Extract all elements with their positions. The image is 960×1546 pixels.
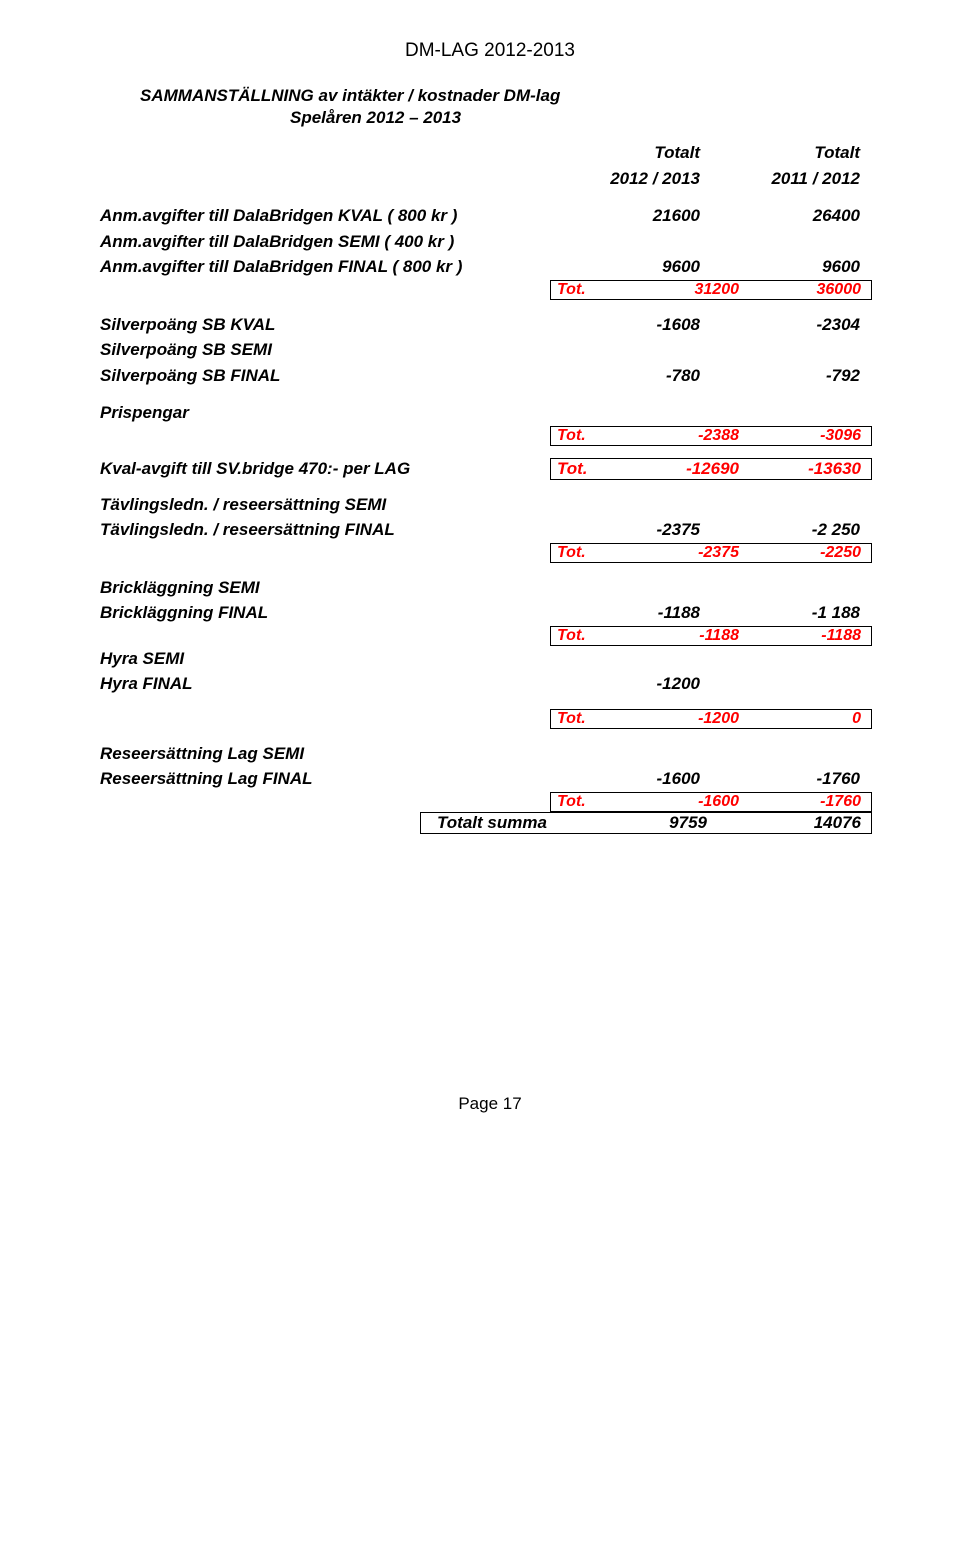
anm-final-row: Anm.avgifter till DalaBridgen FINAL ( 80… — [100, 254, 880, 280]
anm-semi-row: Anm.avgifter till DalaBridgen SEMI ( 400… — [100, 229, 880, 255]
silver-kval-v2: -2304 — [710, 312, 870, 338]
anm-kval-v1: 21600 — [550, 203, 710, 229]
silver-semi-row: Silverpoäng SB SEMI — [100, 337, 880, 363]
hyra-final-row: Hyra FINAL -1200 — [100, 671, 880, 697]
anm-tot-box: Tot. 31200 36000 — [550, 280, 872, 300]
brick-semi-row: Brickläggning SEMI — [100, 575, 880, 601]
anm-kval-row: Anm.avgifter till DalaBridgen KVAL ( 800… — [100, 203, 880, 229]
brick-tot-box: Tot. -1188 -1188 — [550, 626, 872, 646]
prispengar-tot-box: Tot. -2388 -3096 — [550, 426, 872, 446]
rese-tot-box: Tot. -1600 -1760 — [550, 792, 872, 812]
tavling-final-v1: -2375 — [550, 517, 710, 543]
anm-final-label: Anm.avgifter till DalaBridgen FINAL ( 80… — [100, 254, 550, 280]
kvalavgift-tot-label: Tot. — [551, 459, 627, 479]
brick-final-v1: -1188 — [550, 600, 710, 626]
prispengar-tot-label: Tot. — [551, 427, 627, 445]
hyra-tot-label: Tot. — [551, 710, 627, 728]
column-headers-1: Totalt Totalt — [100, 140, 880, 166]
tavling-tot-v2: -2250 — [749, 544, 871, 562]
prispengar-label: Prispengar — [100, 400, 550, 426]
tavling-semi-row: Tävlingsledn. / reseersättning SEMI — [100, 492, 880, 518]
tavling-final-label: Tävlingsledn. / reseersättning FINAL — [100, 517, 550, 543]
brick-final-v2: -1 188 — [710, 600, 870, 626]
hyra-semi-row: Hyra SEMI — [100, 646, 880, 672]
rese-semi-label: Reseersättning Lag SEMI — [100, 741, 550, 767]
page-header: DM-LAG 2012-2013 — [100, 40, 880, 62]
rese-tot-v2: -1760 — [749, 793, 871, 811]
rese-final-v1: -1600 — [550, 766, 710, 792]
col-h2b: 2011 / 2012 — [710, 166, 870, 192]
tavling-tot-v1: -2375 — [627, 544, 749, 562]
brick-final-label: Brickläggning FINAL — [100, 600, 550, 626]
prispengar-tot-v1: -2388 — [627, 427, 749, 445]
rese-final-row: Reseersättning Lag FINAL -1600 -1760 — [100, 766, 880, 792]
tavling-final-v2: -2 250 — [710, 517, 870, 543]
prispengar-tot-v2: -3096 — [749, 427, 871, 445]
silver-kval-row: Silverpoäng SB KVAL -1608 -2304 — [100, 312, 880, 338]
silver-kval-label: Silverpoäng SB KVAL — [100, 312, 550, 338]
anm-kval-v2: 26400 — [710, 203, 870, 229]
rese-tot-label: Tot. — [551, 793, 627, 811]
document-page: DM-LAG 2012-2013 SAMMANSTÄLLNING av intä… — [0, 0, 960, 1154]
silver-final-label: Silverpoäng SB FINAL — [100, 363, 550, 389]
kvalavgift-box: Tot. -12690 -13630 — [550, 458, 872, 480]
doc-title-1: SAMMANSTÄLLNING av intäkter / kostnader … — [140, 86, 880, 106]
kvalavgift-tot-v2: -13630 — [749, 459, 871, 479]
kvalavgift-tot-v1: -12690 — [627, 459, 749, 479]
silver-kval-v1: -1608 — [550, 312, 710, 338]
anm-tot-v2: 36000 — [749, 281, 871, 299]
rese-final-v2: -1760 — [710, 766, 870, 792]
brick-tot-v1: -1188 — [627, 627, 749, 645]
rese-tot-v1: -1600 — [627, 793, 749, 811]
page-footer: Page 17 — [100, 1094, 880, 1114]
anm-final-v1: 9600 — [550, 254, 710, 280]
hyra-final-v1: -1200 — [550, 671, 710, 697]
hyra-final-label: Hyra FINAL — [100, 671, 550, 697]
hyra-semi-label: Hyra SEMI — [100, 646, 550, 672]
tavling-tot-label: Tot. — [551, 544, 627, 562]
doc-title-2: Spelåren 2012 – 2013 — [290, 108, 880, 128]
grand-total-v2: 14076 — [717, 813, 871, 833]
tavling-final-row: Tävlingsledn. / reseersättning FINAL -23… — [100, 517, 880, 543]
hyra-tot-v2: 0 — [749, 710, 871, 728]
hyra-tot-v1: -1200 — [627, 710, 749, 728]
anm-kval-label: Anm.avgifter till DalaBridgen KVAL ( 800… — [100, 203, 550, 229]
brick-final-row: Brickläggning FINAL -1188 -1 188 — [100, 600, 880, 626]
brick-tot-label: Tot. — [551, 627, 627, 645]
silver-semi-label: Silverpoäng SB SEMI — [100, 337, 550, 363]
kvalavgift-label: Kval-avgift till SV.bridge 470:- per LAG — [100, 458, 550, 480]
grand-total-v1: 9759 — [563, 813, 717, 833]
tavling-tot-box: Tot. -2375 -2250 — [550, 543, 872, 563]
grand-total-box: Totalt summa 9759 14076 — [420, 812, 872, 834]
col-h1b: 2012 / 2013 — [550, 166, 710, 192]
tavling-semi-label: Tävlingsledn. / reseersättning SEMI — [100, 492, 550, 518]
col-h1a: Totalt — [550, 140, 710, 166]
anm-tot-v1: 31200 — [627, 281, 749, 299]
col-h2a: Totalt — [710, 140, 870, 166]
anm-final-v2: 9600 — [710, 254, 870, 280]
rese-final-label: Reseersättning Lag FINAL — [100, 766, 550, 792]
brick-tot-v2: -1188 — [749, 627, 871, 645]
grand-total-label: Totalt summa — [421, 813, 563, 833]
silver-final-row: Silverpoäng SB FINAL -780 -792 — [100, 363, 880, 389]
hyra-tot-box: Tot. -1200 0 — [550, 709, 872, 729]
column-headers-2: 2012 / 2013 2011 / 2012 — [100, 166, 880, 192]
prispengar-row: Prispengar — [100, 400, 880, 426]
silver-final-v2: -792 — [710, 363, 870, 389]
silver-final-v1: -780 — [550, 363, 710, 389]
anm-tot-label: Tot. — [551, 281, 627, 299]
brick-semi-label: Brickläggning SEMI — [100, 575, 550, 601]
kvalavgift-row: Kval-avgift till SV.bridge 470:- per LAG… — [100, 458, 880, 480]
anm-semi-label: Anm.avgifter till DalaBridgen SEMI ( 400… — [100, 229, 550, 255]
rese-semi-row: Reseersättning Lag SEMI — [100, 741, 880, 767]
